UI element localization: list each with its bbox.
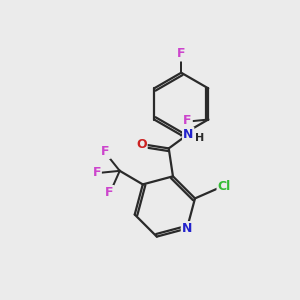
- Text: F: F: [183, 114, 192, 127]
- Text: N: N: [183, 128, 194, 141]
- Text: O: O: [136, 138, 147, 151]
- Text: H: H: [195, 133, 204, 142]
- Text: N: N: [182, 222, 192, 235]
- Text: Cl: Cl: [218, 180, 231, 193]
- Text: F: F: [101, 145, 110, 158]
- Text: F: F: [177, 47, 185, 61]
- Text: F: F: [105, 186, 114, 199]
- Text: F: F: [92, 166, 101, 178]
